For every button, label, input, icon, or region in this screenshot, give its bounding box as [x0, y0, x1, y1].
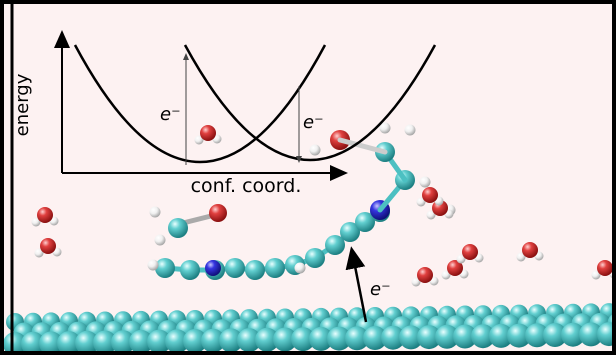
nitrogen-atom: [205, 260, 221, 276]
oxygen-atom: [522, 242, 538, 258]
hydrogen-atom: [295, 263, 306, 274]
electron-label: e⁻: [370, 279, 391, 300]
y-axis-label: energy: [12, 73, 33, 136]
electron-label: e⁻: [160, 104, 181, 125]
hydrogen-atom: [405, 125, 416, 136]
carbon-atom: [265, 258, 285, 278]
figure: energy conf. coord. e⁻ e⁻ e⁻: [0, 0, 616, 355]
carbon-atom: [155, 258, 175, 278]
oxygen-atom: [417, 267, 433, 283]
carbon-atom: [305, 248, 325, 268]
background: [0, 0, 616, 355]
oxygen-atom: [40, 238, 56, 254]
hydrogen-atom: [155, 235, 166, 246]
hydrogen-atom: [150, 207, 161, 218]
oxygen-atom: [209, 204, 227, 222]
carbon-atom: [245, 260, 265, 280]
oxygen-atom: [37, 207, 53, 223]
hydrogen-atom: [310, 145, 321, 156]
oxygen-atom: [422, 187, 438, 203]
carbon-atom: [225, 258, 245, 278]
electron-label: e⁻: [303, 112, 324, 133]
hydrogen-atom: [148, 260, 159, 271]
oxygen-atom: [200, 125, 216, 141]
oxygen-atom: [597, 260, 613, 276]
carbon-atom: [168, 218, 188, 238]
page: energy conf. coord. e⁻ e⁻ e⁻ (() => { co…: [0, 0, 616, 355]
oxygen-atom: [462, 244, 478, 260]
x-axis-label: conf. coord.: [191, 175, 302, 197]
carbon-atom: [180, 260, 200, 280]
hydrogen-atom: [420, 177, 431, 188]
